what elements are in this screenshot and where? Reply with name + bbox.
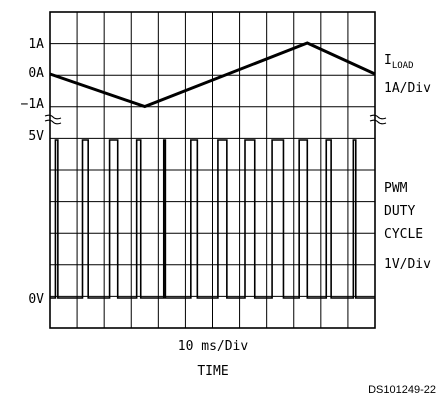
x-scale-label: 10 ms/Div — [178, 339, 249, 354]
pwm-label: PWM — [384, 181, 408, 196]
cycle-label: CYCLE — [384, 227, 423, 242]
y-tick-0v: 0V — [28, 292, 44, 307]
part-number: DS101249-22 — [368, 384, 436, 396]
axis-break — [44, 114, 62, 125]
grid-lines — [50, 12, 375, 328]
iload-trace — [49, 41, 376, 109]
y-tick-minus-1a: −1A — [21, 97, 45, 112]
iload-label-sub: LOAD — [392, 61, 414, 71]
iload-scale: 1A/Div — [384, 81, 431, 96]
iload-label-main: I — [384, 53, 392, 68]
y-tick-0a: 0A — [28, 66, 44, 81]
y-tick-1a: 1A — [28, 37, 44, 52]
x-axis-title: TIME — [197, 364, 228, 379]
iload-label: ILOAD — [384, 53, 414, 71]
duty-label: DUTY — [384, 204, 415, 219]
axis-break — [369, 114, 387, 125]
pwm-trace — [50, 139, 375, 299]
y-tick-5v: 5V — [28, 129, 44, 144]
axis-break-marks — [44, 114, 387, 125]
traces — [49, 41, 376, 299]
pwm-scale: 1V/Div — [384, 257, 431, 272]
